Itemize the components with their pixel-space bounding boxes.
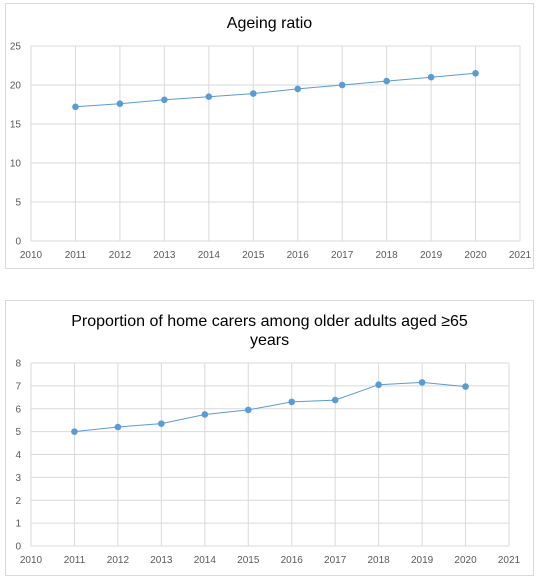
chart-title: Proportion of home carers among older ad… <box>71 313 468 349</box>
y-tick-label: 2 <box>15 496 21 507</box>
chart-title: Ageing ratio <box>226 15 313 32</box>
x-tick-label: 2017 <box>324 555 347 566</box>
x-tick-label: 2019 <box>411 555 434 566</box>
y-tick-label: 25 <box>10 42 22 53</box>
data-point <box>338 81 346 89</box>
data-point <box>294 85 302 93</box>
x-tick-label: 2012 <box>107 555 130 566</box>
x-tick-label: 2017 <box>331 250 354 261</box>
x-tick-label: 2014 <box>198 250 221 261</box>
y-tick-label: 6 <box>15 404 21 415</box>
data-point <box>383 77 390 85</box>
data-point <box>161 96 168 104</box>
y-tick-label: 5 <box>15 198 21 209</box>
home-carers-chart: Proportion of home carers among older ad… <box>5 300 534 576</box>
data-point <box>472 70 479 77</box>
x-tick-label: 2012 <box>109 250 132 261</box>
y-tick-label: 4 <box>15 450 21 461</box>
x-tick-label: 2015 <box>242 250 265 261</box>
x-tick-label: 2011 <box>64 555 86 566</box>
y-tick-label: 1 <box>15 519 21 530</box>
x-tick-label: 2021 <box>498 555 521 566</box>
data-point <box>158 420 165 427</box>
series-line <box>75 72 476 108</box>
data-point <box>462 383 469 390</box>
data-point <box>249 90 257 97</box>
data-point <box>201 411 209 418</box>
data-point <box>71 428 78 435</box>
y-tick-label: 7 <box>15 381 21 392</box>
x-tick-label: 2018 <box>376 250 399 261</box>
x-tick-label: 2020 <box>464 250 487 261</box>
y-tick-label: 3 <box>15 473 21 484</box>
x-tick-label: 2018 <box>368 555 391 566</box>
data-point <box>288 398 296 406</box>
data-point <box>114 423 122 431</box>
series-line <box>74 381 466 433</box>
y-tick-label: 8 <box>15 359 21 370</box>
data-point <box>331 396 339 404</box>
y-tick-label: 0 <box>15 237 21 248</box>
data-point <box>116 100 124 108</box>
x-tick-label: 2010 <box>20 555 43 566</box>
y-tick-label: 10 <box>10 159 22 170</box>
x-tick-label: 2013 <box>150 555 173 566</box>
ageing-ratio-chart: Ageing ratio 0 5 10 15 20 25 2010 2011 2012 2013 2… <box>5 3 534 269</box>
x-tick-label: 2013 <box>153 250 176 261</box>
data-point <box>205 93 213 100</box>
x-tick-label: 2021 <box>509 250 532 261</box>
y-tick-label: 20 <box>10 81 22 92</box>
x-tick-label: 2020 <box>454 555 477 566</box>
data-point <box>418 379 426 386</box>
x-tick-label: 2011 <box>65 250 87 261</box>
y-tick-label: 0 <box>15 542 21 553</box>
data-point <box>72 103 79 111</box>
y-tick-label: 5 <box>15 427 21 438</box>
x-tick-label: 2015 <box>237 555 260 566</box>
ageing-ratio-plot: 0 5 10 15 20 25 2010 2011 2012 2013 2014 2015 2016 20… <box>10 42 532 262</box>
home-carers-plot: 0 1 2 3 4 5 6 7 8 2010 2011 2012 2013 2014 2015 2016 201… <box>15 359 521 567</box>
x-tick-label: 2016 <box>287 250 310 261</box>
data-point <box>427 73 435 81</box>
x-tick-label: 2019 <box>420 250 443 261</box>
data-point <box>244 406 252 414</box>
data-point <box>375 381 382 389</box>
x-tick-label: 2016 <box>281 555 304 566</box>
x-tick-label: 2014 <box>194 555 217 566</box>
y-tick-label: 15 <box>10 120 22 131</box>
x-tick-label: 2010 <box>20 250 43 261</box>
